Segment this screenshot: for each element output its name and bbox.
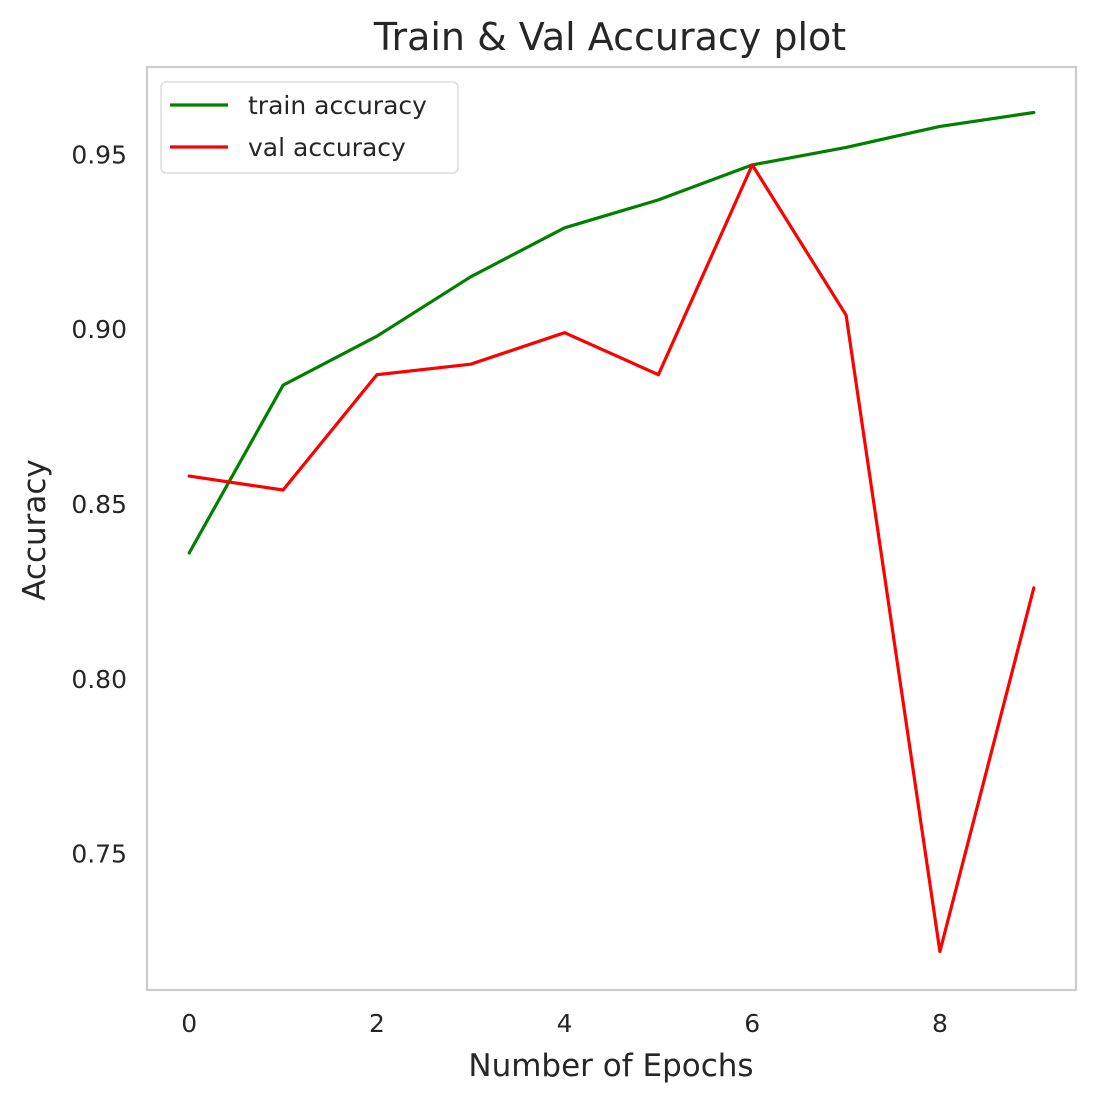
legend-box bbox=[160, 81, 459, 174]
x-tick-label: 2 bbox=[369, 1009, 385, 1038]
x-tick-label: 4 bbox=[557, 1009, 573, 1038]
legend-label: val accuracy bbox=[248, 133, 406, 162]
chart-title: Train & Val Accuracy plot bbox=[373, 15, 846, 59]
x-axis: 0 2 4 6 8 bbox=[181, 1009, 948, 1038]
y-tick-label: 0.80 bbox=[71, 665, 127, 694]
x-axis-label: Number of Epochs bbox=[468, 1048, 753, 1084]
y-tick-label: 0.85 bbox=[71, 490, 127, 519]
plot-area bbox=[187, 110, 1036, 954]
y-tick-label: 0.75 bbox=[71, 840, 127, 869]
x-tick-label: 8 bbox=[932, 1009, 948, 1038]
series-line-1 bbox=[187, 163, 1036, 954]
y-axis: 0.75 0.80 0.85 0.90 0.95 bbox=[71, 140, 127, 868]
x-tick-label: 0 bbox=[181, 1009, 197, 1038]
y-axis-label: Accuracy bbox=[17, 459, 53, 601]
y-tick-label: 0.90 bbox=[71, 315, 127, 344]
series-line-0 bbox=[187, 110, 1036, 555]
x-tick-label: 6 bbox=[744, 1009, 760, 1038]
legend: train accuracy val accuracy bbox=[160, 81, 459, 174]
legend-label: train accuracy bbox=[248, 91, 427, 120]
y-tick-label: 0.95 bbox=[71, 140, 127, 169]
plot-frame bbox=[145, 65, 1078, 992]
